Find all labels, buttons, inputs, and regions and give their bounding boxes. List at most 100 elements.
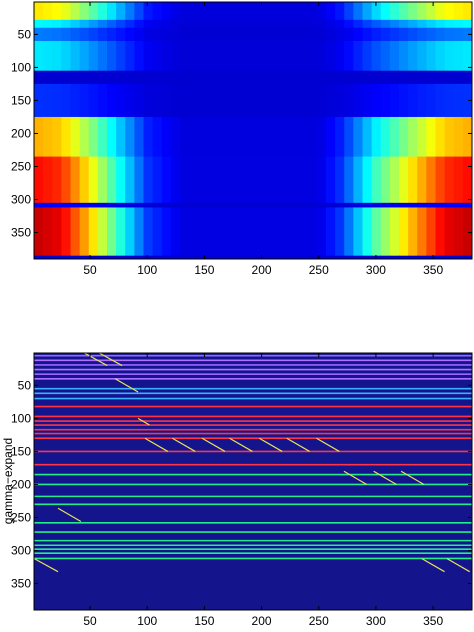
heatmap-cell	[426, 70, 437, 85]
heatmap-cell	[61, 19, 72, 29]
heatmap-cell	[435, 255, 446, 259]
heatmap-cell	[389, 83, 400, 118]
heatmap-cell	[316, 70, 327, 85]
heatmap-cell	[143, 255, 154, 259]
heatmap-cell	[134, 19, 145, 29]
heatmap-cell	[335, 19, 345, 29]
heatmap-cell	[225, 19, 236, 29]
diagonal-segment	[84, 353, 108, 367]
y-tick-label: 50	[18, 378, 32, 392]
heatmap-cell	[198, 255, 208, 259]
heatmap-cell	[116, 70, 126, 85]
heatmap-cell	[216, 207, 227, 257]
heatmap-cell	[97, 2, 108, 21]
heatmap-cell	[253, 207, 263, 257]
heatmap-cell	[198, 156, 208, 204]
heatmap-cell	[180, 19, 190, 29]
heatmap-cell	[52, 202, 62, 208]
heatmap-cell	[225, 255, 236, 259]
heatmap-cell	[298, 202, 309, 208]
heatmap-cell	[399, 40, 409, 72]
heatmap-cell	[61, 40, 72, 72]
heatmap-cell	[271, 2, 281, 21]
heatmap-cell	[243, 2, 254, 21]
heatmap-cell	[253, 70, 263, 85]
heatmap-cell	[52, 27, 62, 42]
heatmap-cell	[335, 2, 345, 21]
heatmap-cell	[371, 2, 382, 21]
x-tick-label: 250	[309, 614, 329, 628]
heatmap-cell	[408, 40, 418, 72]
heatmap-cell	[298, 27, 309, 42]
heatmap-cell	[143, 40, 154, 72]
heatmap-cell	[453, 156, 464, 204]
heatmap-cell	[307, 202, 318, 208]
heatmap-cell	[243, 40, 254, 72]
heatmap-cell	[307, 19, 318, 29]
heatmap-cell	[353, 70, 364, 85]
heatmap-cell	[43, 83, 53, 118]
heatmap-cell	[344, 27, 354, 42]
heatmap-cell	[134, 27, 145, 42]
heatmap-cell	[61, 27, 72, 42]
heatmap-cell	[389, 70, 400, 85]
heatmap-cell	[417, 116, 427, 157]
heatmap-cell	[380, 207, 391, 257]
diagonal-segment	[286, 437, 310, 452]
heatmap-cell	[234, 156, 245, 204]
x-tick-label: 150	[194, 263, 214, 277]
heatmap-cell	[399, 255, 409, 259]
heatmap-cell	[316, 83, 327, 118]
heatmap-cell	[408, 255, 418, 259]
heatmap-cell	[326, 156, 336, 204]
heatmap-cell	[307, 207, 318, 257]
heatmap-cell	[225, 40, 236, 72]
diagonal-segment	[114, 378, 139, 393]
heatmap-cell	[444, 2, 455, 21]
heatmap-cell	[362, 116, 373, 157]
heatmap-cell	[216, 70, 227, 85]
heatmap-cell	[298, 83, 309, 118]
heatmap-cell	[408, 83, 418, 118]
heatmap-cell	[335, 202, 345, 208]
heatmap-cell	[307, 116, 318, 157]
heatmap-cell	[298, 116, 309, 157]
heatmap-cell	[170, 156, 181, 204]
heatmap-cell	[289, 27, 300, 42]
heatmap-cell	[161, 83, 172, 118]
heatmap-cell	[453, 83, 464, 118]
heatmap-cell	[243, 27, 254, 42]
heatmap-cell	[262, 255, 272, 259]
heatmap-cell	[462, 202, 472, 208]
heatmap-cell	[453, 40, 464, 72]
heatmap-cell	[271, 27, 281, 42]
heatmap-cell	[180, 207, 190, 257]
heatmap-cell	[307, 83, 318, 118]
heatmap-cell	[298, 255, 309, 259]
heatmap-cell	[389, 27, 400, 42]
heatmap-cell	[380, 156, 391, 204]
heatmap-cell	[243, 202, 254, 208]
heatmap-cell	[107, 202, 117, 208]
heatmap-cell	[271, 70, 281, 85]
heatmap-cell	[88, 207, 99, 257]
heatmap-cell	[399, 83, 409, 118]
heatmap-cell	[88, 83, 99, 118]
heatmap-cell	[88, 70, 99, 85]
heatmap-cell	[88, 202, 99, 208]
heatmap-cell	[280, 116, 291, 157]
heatmap-cell	[389, 255, 400, 259]
heatmap-cell	[43, 70, 53, 85]
heatmap-cell	[253, 156, 263, 204]
heatmap-cell	[389, 207, 400, 257]
heatmap-cell	[161, 2, 172, 21]
heatmap-cell	[335, 27, 345, 42]
heatmap-cell	[97, 19, 108, 29]
heatmap-cell	[444, 27, 455, 42]
y-tick-label: 300	[11, 193, 31, 207]
heatmap-cell	[444, 70, 455, 85]
heatmap-cell	[353, 19, 364, 29]
heatmap-cell	[344, 202, 354, 208]
heatmap-cell	[234, 207, 245, 257]
heatmap-cell	[134, 255, 145, 259]
